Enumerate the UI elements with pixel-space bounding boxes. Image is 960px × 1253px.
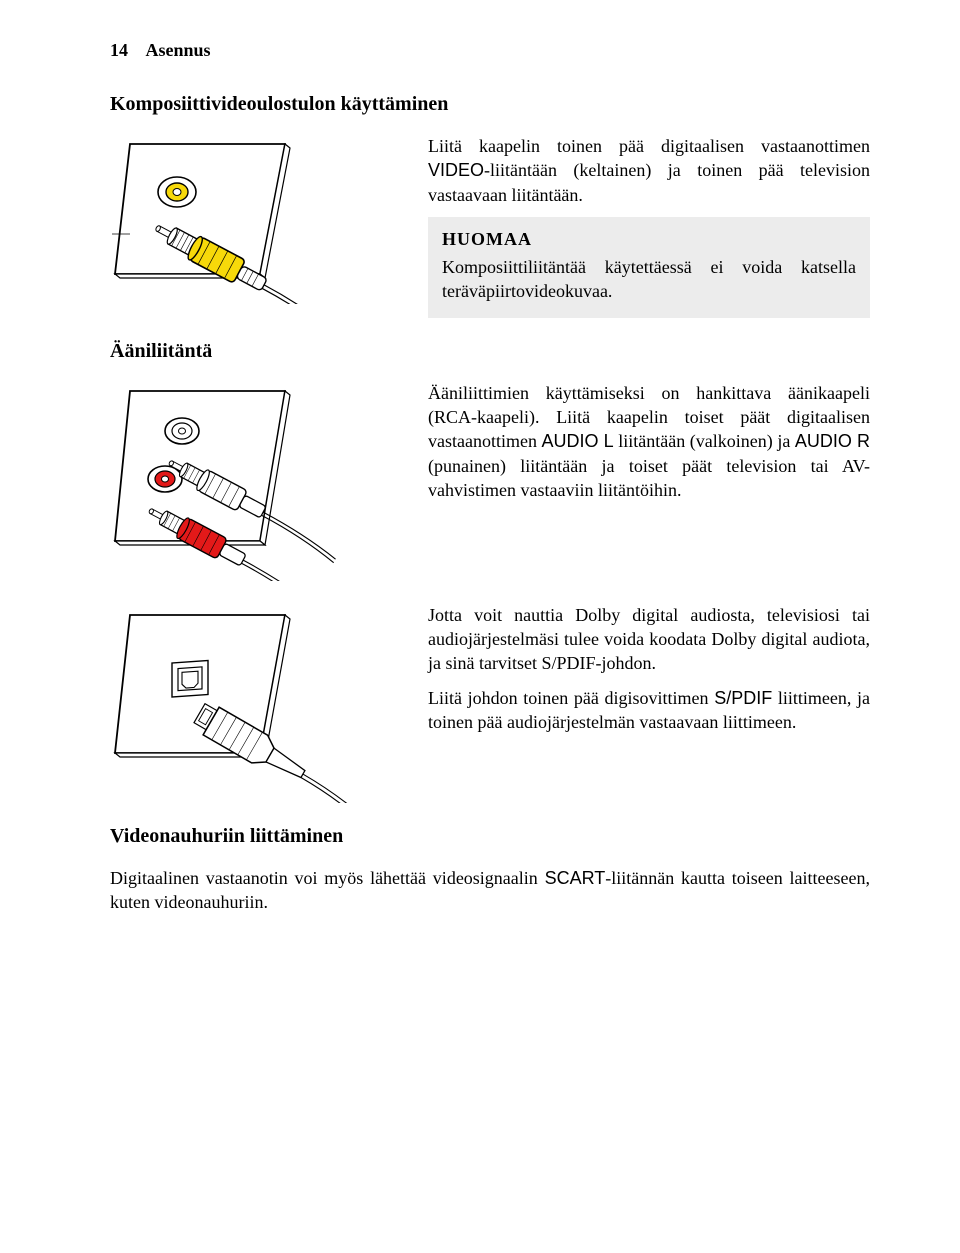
vcr-text: Digitaalinen vastaanotin voi myös lähett… [110, 866, 870, 915]
heading-vcr: Videonauhuriin liittäminen [110, 825, 870, 848]
page: 14 Asennus Komposiittivideoulostulon käy… [0, 0, 960, 1253]
code-audio-l: AUDIO L [542, 431, 614, 451]
spdif-row: Jotta voit nauttia Dolby digital audiost… [110, 603, 870, 803]
figure-composite [110, 134, 400, 318]
heading-composite: Komposiittivideoulostulon käyttäminen [110, 93, 870, 116]
code-scart: SCART [545, 868, 606, 888]
text: -liitäntään (keltainen) ja toinen pää te… [428, 160, 870, 204]
figure-spdif [110, 603, 400, 803]
composite-text: Liitä kaapelin toinen pää digitaalisen v… [428, 134, 870, 318]
audio-text: Ääniliittimien käyttämiseksi on hankitta… [428, 381, 870, 581]
text: Liitä johdon toinen pää digisovittimen [428, 688, 714, 708]
composite-para: Liitä kaapelin toinen pää digitaalisen v… [428, 134, 870, 207]
note-body: Komposiittiliitäntää käytettäessä ei voi… [442, 255, 856, 304]
composite-row: Liitä kaapelin toinen pää digitaalisen v… [110, 134, 870, 318]
code-video: VIDEO [428, 160, 484, 180]
spdif-text: Jotta voit nauttia Dolby digital audiost… [428, 603, 870, 803]
text: liitäntään (valkoinen) ja [614, 431, 795, 451]
code-audio-r: AUDIO R [795, 431, 870, 451]
text: Digitaalinen vastaanotin voi myös lähett… [110, 868, 545, 888]
text: (punainen) liitäntään ja toiset päät tel… [428, 456, 870, 500]
audio-para: Ääniliittimien käyttämiseksi on hankitta… [428, 381, 870, 502]
heading-audio: Ääniliitäntä [110, 340, 870, 363]
code-spdif: S/PDIF [714, 688, 772, 708]
page-number: 14 [110, 40, 128, 60]
note-title: HUOMAA [442, 227, 856, 251]
spdif-para1: Jotta voit nauttia Dolby digital audiost… [428, 603, 870, 676]
page-header: 14 Asennus [110, 40, 870, 61]
figure-audio [110, 381, 400, 581]
text: Liitä kaapelin toinen pää digitaalisen v… [428, 136, 870, 156]
audio-row: Ääniliittimien käyttämiseksi on hankitta… [110, 381, 870, 581]
note-box: HUOMAA Komposiittiliitäntää käytettäessä… [428, 217, 870, 318]
chapter-title: Asennus [146, 40, 211, 60]
vcr-para: Digitaalinen vastaanotin voi myös lähett… [110, 866, 870, 915]
spdif-para2: Liitä johdon toinen pää digisovittimen S… [428, 686, 870, 735]
